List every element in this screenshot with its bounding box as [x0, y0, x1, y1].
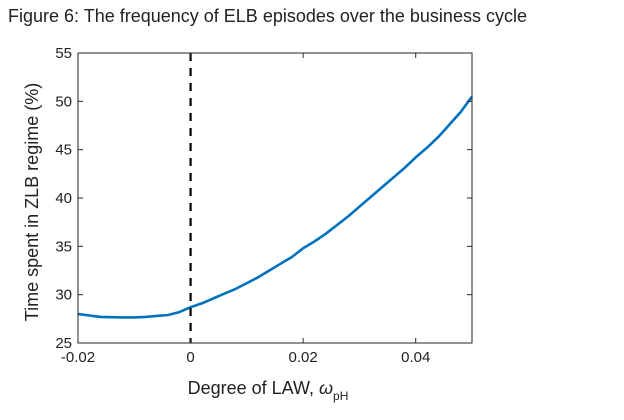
plot-frame: [77, 52, 473, 344]
y-tick-label: 55: [55, 45, 72, 62]
y-tick-label: 45: [55, 142, 72, 159]
y-tick-label: 50: [55, 93, 72, 110]
x-tick-label: 0.04: [401, 349, 430, 366]
y-tick-label: 40: [55, 190, 72, 207]
y-tick-label: 30: [55, 287, 72, 304]
series-line-0: [77, 95, 474, 319]
x-axis-label: Degree of LAW, ωpH: [188, 378, 349, 403]
x-tick-label: -0.02: [61, 349, 95, 366]
x-axis-label-text: Degree of LAW,: [188, 378, 319, 398]
plot-area: [77, 53, 474, 343]
x-axis-label-subscript: pH: [333, 389, 348, 403]
axes: -0.02 0 0.02 0.04 25 30 35 40 45 50 55: [55, 45, 473, 366]
x-axis-label-symbol: ω: [319, 378, 333, 398]
x-tick-label: 0.02: [289, 349, 318, 366]
figure-caption: Figure 6: The frequency of ELB episodes …: [8, 6, 527, 26]
y-tick-label: 25: [55, 335, 72, 352]
x-tick-label: 0: [186, 349, 194, 366]
y-axis-label: Time spent in ZLB regime (%): [22, 83, 42, 321]
y-tick-label: 35: [55, 238, 72, 255]
